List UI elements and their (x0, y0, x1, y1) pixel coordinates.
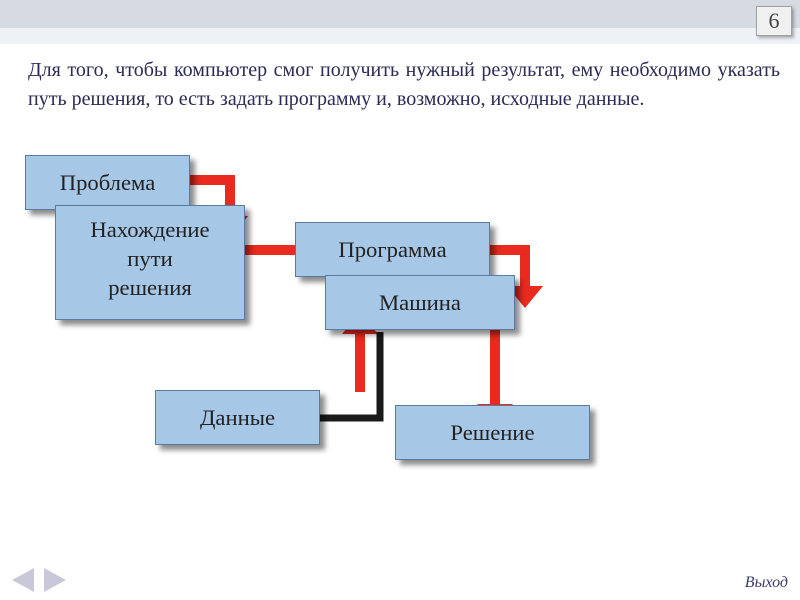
node-label: Нахождение (64, 217, 236, 243)
header-dark-band (0, 0, 800, 28)
page-number-badge: 6 (756, 6, 792, 36)
node-program: Программа (295, 222, 490, 277)
node-label: Данные (200, 405, 275, 431)
node-machine: Машина (325, 275, 515, 330)
node-solution: Решение (395, 405, 590, 460)
header-strip (0, 0, 800, 44)
slide-nav (12, 568, 66, 592)
node-label: решения (64, 275, 236, 301)
node-label: Машина (379, 290, 461, 316)
node-problem: Проблема (25, 155, 190, 210)
next-slide-button[interactable] (44, 568, 66, 592)
node-data: Данные (155, 390, 320, 445)
prev-slide-button[interactable] (12, 568, 34, 592)
intro-paragraph: Для того, чтобы компьютер смог получить … (28, 56, 780, 114)
node-label: Решение (450, 420, 534, 446)
node-finding: Нахождение пути решения (55, 205, 245, 320)
node-label: пути (64, 246, 236, 272)
node-label: Проблема (60, 170, 156, 196)
header-light-band (0, 28, 800, 44)
node-label: Программа (338, 237, 446, 263)
exit-link[interactable]: Выход (745, 574, 788, 592)
